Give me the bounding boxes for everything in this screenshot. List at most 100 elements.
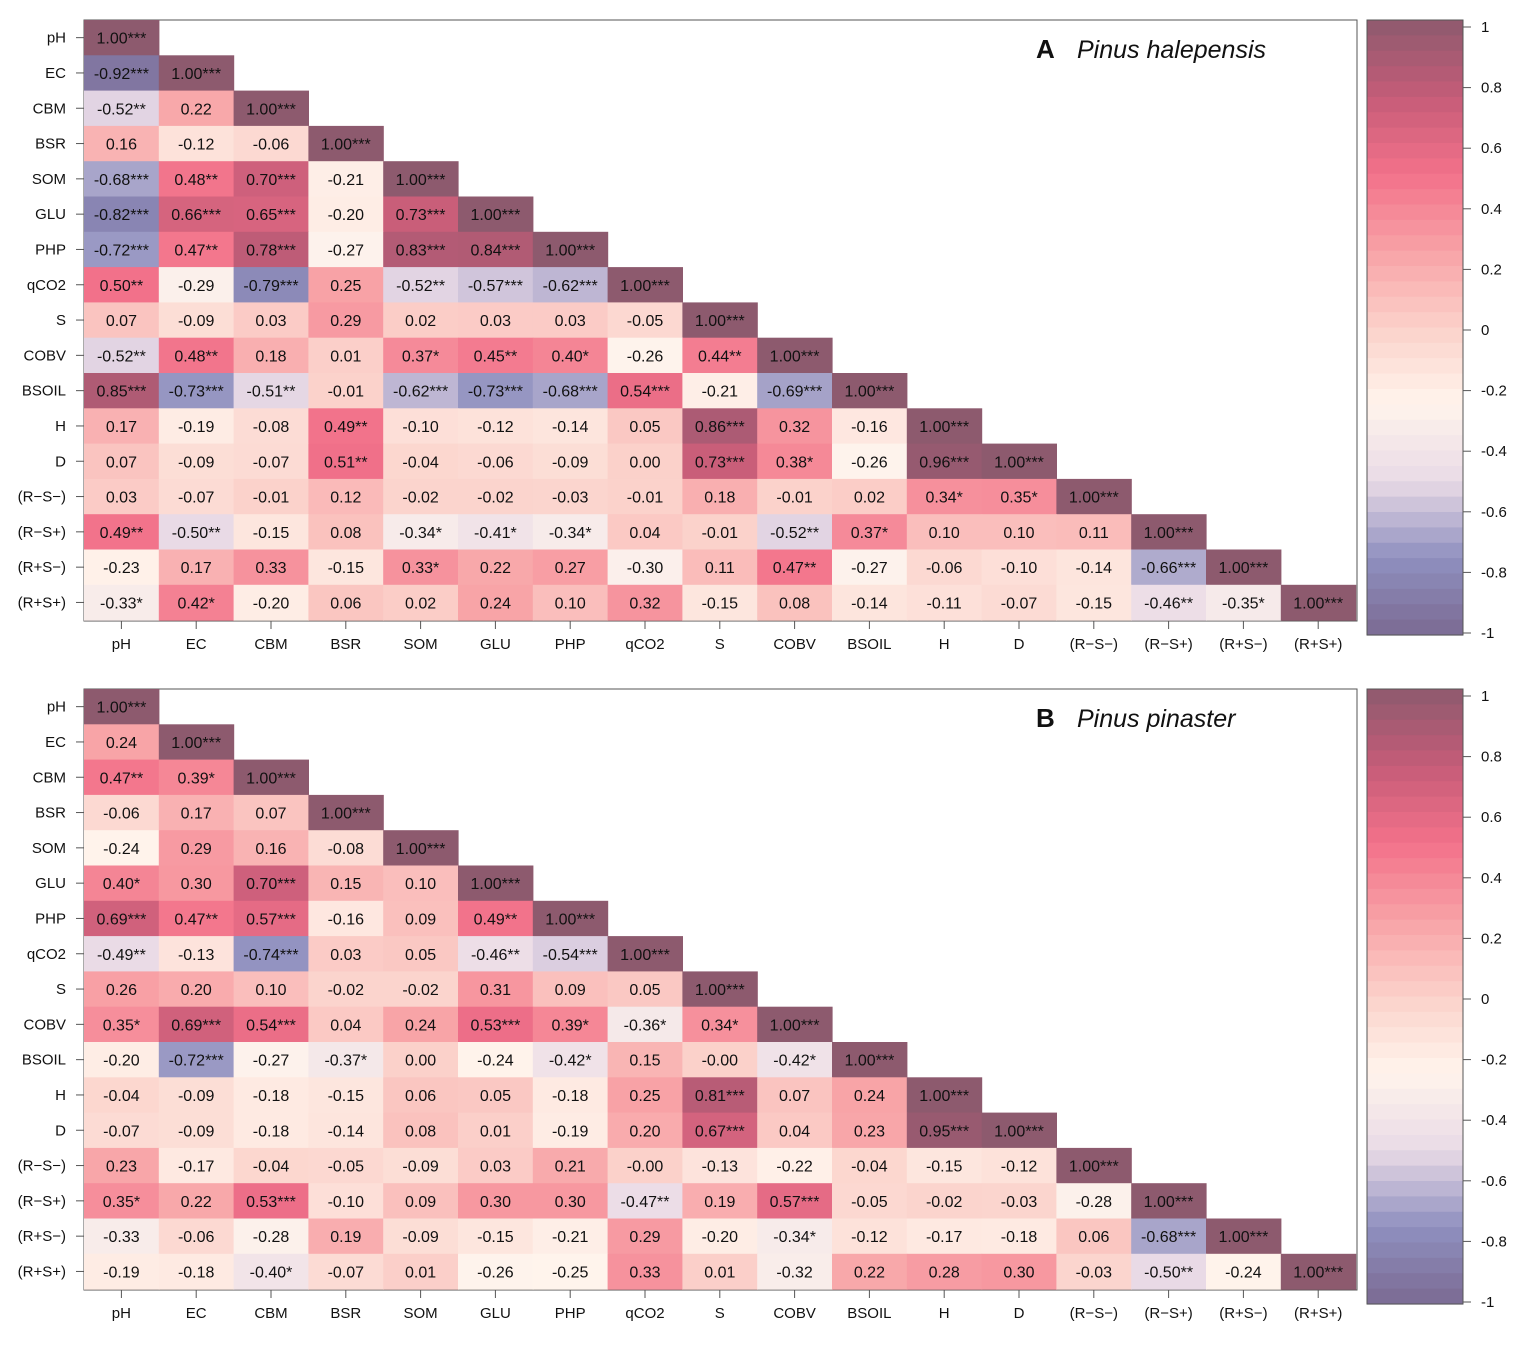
colorbar-swatch — [1367, 981, 1463, 998]
cell-fill — [607, 373, 683, 409]
cell-fill — [906, 584, 983, 621]
y-tick-label: (R+S−) — [18, 1228, 66, 1245]
cell-value: 0.38* — [776, 454, 813, 471]
heatmap-cell: 1.00*** — [1131, 1183, 1207, 1220]
cell-value: -0.02 — [926, 1194, 963, 1211]
cell-value: 0.45** — [474, 348, 518, 365]
cell-value: -0.07 — [328, 1264, 365, 1281]
colorbar-swatch — [1367, 765, 1463, 782]
cell-value: -0.20 — [328, 207, 365, 224]
cell-fill — [233, 337, 309, 374]
cell-fill — [84, 1077, 160, 1114]
cell-fill — [308, 1042, 384, 1078]
cell-value: -0.07 — [103, 1123, 140, 1140]
panel-letter: B — [1036, 703, 1055, 733]
heatmap-cell: -0.30 — [607, 549, 683, 586]
cell-value: 0.16 — [255, 841, 286, 858]
heatmap-cell: 0.24 — [832, 1077, 908, 1114]
cell-value: 0.07 — [106, 313, 137, 330]
cell-value: -0.06 — [253, 137, 290, 154]
colorbar-swatch — [1367, 1165, 1463, 1182]
cell-value: 1.00*** — [470, 207, 520, 224]
cell-value: 0.11 — [1079, 525, 1109, 542]
heatmap-cell: -0.68*** — [532, 373, 609, 409]
cell-value: 0.95*** — [919, 1123, 969, 1140]
heatmap-cell: -0.18 — [233, 1077, 309, 1114]
heatmap-cell: 0.10 — [383, 865, 459, 902]
colorbar-swatch — [1367, 250, 1463, 267]
heatmap-cell: -0.33* — [84, 584, 160, 621]
y-tick-label: (R−S+) — [18, 1193, 66, 1210]
cell-fill — [981, 443, 1057, 480]
colorbar-swatch — [1367, 112, 1463, 129]
cell-value: 0.02 — [405, 313, 436, 330]
cell-value: 0.01 — [480, 1123, 511, 1140]
y-tick-label: GLU — [35, 206, 66, 223]
heatmap-cell: -0.07 — [233, 443, 309, 480]
heatmap-cell: -0.05 — [607, 302, 683, 339]
cell-value: -0.73*** — [169, 384, 224, 401]
cell-value: 0.53*** — [470, 1017, 520, 1034]
cell-value: 1.00*** — [321, 137, 371, 154]
cell-value: -0.09 — [402, 1159, 439, 1176]
colorbar-tick-label: -0.6 — [1481, 504, 1507, 521]
cell-fill — [458, 971, 534, 1008]
colorbar-swatch — [1367, 888, 1463, 905]
cell-value: 0.29 — [330, 313, 361, 330]
cell-value: 0.05 — [629, 982, 660, 999]
heatmap-cell: 1.00*** — [458, 865, 534, 902]
cell-value: -0.09 — [178, 454, 215, 471]
cell-value: 0.18 — [255, 348, 286, 365]
cell-fill — [383, 1253, 459, 1290]
heatmap-cell: 0.17 — [158, 794, 235, 831]
cell-value: -0.00 — [702, 1053, 739, 1070]
heatmap-cell: -0.00 — [682, 1042, 758, 1078]
colorbar-swatch — [1367, 796, 1463, 813]
cell-fill — [84, 514, 160, 551]
cell-value: -0.09 — [178, 1088, 215, 1105]
x-tick-label: (R−S−) — [1070, 1305, 1118, 1322]
cell-value: 0.00 — [629, 454, 660, 471]
cell-value: -0.16 — [851, 419, 888, 436]
cell-fill — [757, 584, 833, 621]
x-tick-label: D — [1014, 636, 1025, 653]
heatmap-cell: 0.84*** — [458, 231, 534, 268]
heatmap-cell: 0.44** — [682, 337, 758, 374]
cell-fill — [383, 584, 459, 621]
cell-fill — [458, 1077, 534, 1114]
heatmap-cell: 0.03 — [308, 936, 384, 972]
cell-fill — [682, 302, 758, 339]
cell-value: -0.26 — [477, 1264, 514, 1281]
cell-value: 1.00*** — [695, 313, 745, 330]
cell-value: -0.08 — [328, 841, 365, 858]
cell-fill — [906, 1077, 983, 1114]
x-tick-label: SOM — [404, 636, 438, 653]
cell-fill — [84, 90, 160, 127]
cell-value: 0.83*** — [396, 242, 446, 259]
heatmap-cell: 0.96*** — [906, 443, 983, 480]
colorbar-tick-label: -0.2 — [1481, 1052, 1507, 1069]
cell-fill — [981, 1147, 1057, 1184]
cell-value: -0.14 — [1076, 560, 1113, 577]
heatmap-cell: -0.04 — [383, 443, 459, 480]
heatmap-cell: -0.08 — [308, 830, 384, 867]
cell-value: -0.07 — [253, 454, 290, 471]
cell-value: -0.50** — [1144, 1264, 1193, 1281]
cell-fill — [158, 337, 235, 374]
heatmap-cell: -0.24 — [84, 830, 160, 867]
heatmap-cell: -0.13 — [682, 1147, 758, 1184]
colorbar-swatch — [1367, 450, 1463, 467]
heatmap-cell: 0.69*** — [84, 900, 160, 937]
heatmap-cell: 1.00*** — [383, 161, 459, 198]
cell-fill — [607, 971, 683, 1008]
x-tick-label: S — [715, 636, 725, 653]
cell-fill — [981, 478, 1057, 515]
cell-fill — [158, 971, 235, 1008]
cell-value: 0.70*** — [246, 876, 296, 893]
heatmap-cell: -0.46** — [458, 936, 534, 972]
cell-fill — [532, 1147, 609, 1184]
cell-value: -0.15 — [328, 560, 365, 577]
cell-value: 0.01 — [330, 348, 361, 365]
heatmap-cell: 0.24 — [458, 584, 534, 621]
